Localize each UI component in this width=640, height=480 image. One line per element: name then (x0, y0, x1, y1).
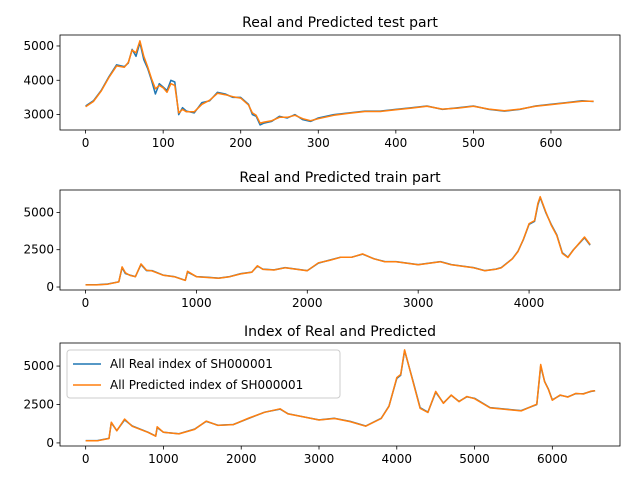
x-tick-label: 5000 (459, 452, 490, 466)
legend-label-predicted: All Predicted index of SH000001 (110, 378, 303, 392)
x-tick-label: 3000 (304, 452, 335, 466)
x-tick-label: 600 (540, 136, 563, 150)
x-tick-label: 0 (82, 452, 90, 466)
x-tick-label: 200 (229, 136, 252, 150)
x-tick-label: 2000 (226, 452, 257, 466)
y-tick-label: 3000 (23, 108, 54, 122)
x-tick-label: 1000 (181, 296, 212, 310)
x-tick-label: 500 (462, 136, 485, 150)
y-tick-label: 5000 (23, 39, 54, 53)
axes-frame (59, 342, 621, 447)
panel-train-part: Real and Predicted train part 0 1000 2000 3… (23, 170, 621, 310)
y-tick-label: 0 (46, 280, 54, 294)
x-tick-label: 3000 (403, 296, 434, 310)
y-tick-label: 0 (46, 436, 54, 450)
y-tick-label: 5000 (23, 359, 54, 373)
x-tick-label: 1000 (148, 452, 179, 466)
x-tick-label: 6000 (537, 452, 568, 466)
axes-frame (59, 189, 621, 291)
x-tick-label: 0 (82, 296, 90, 310)
series-line-predicted (85, 349, 596, 442)
x-tick-label: 4000 (514, 296, 545, 310)
x-tick-label: 4000 (382, 452, 413, 466)
x-tick-label: 2000 (292, 296, 323, 310)
x-tick-label: 300 (307, 136, 330, 150)
x-tick-label: 100 (152, 136, 175, 150)
axes-frame (59, 34, 621, 131)
panel-all-index: Index of Real and Predicted 0 1000 2000 300… (23, 324, 621, 466)
series-line-predicted (85, 40, 594, 124)
legend-box (66, 349, 341, 399)
x-tick-label: 0 (82, 136, 90, 150)
panel-test-part: Real and Predicted test part 0 100 200 300 4… (23, 15, 621, 150)
y-tick-label: 4000 (23, 73, 54, 87)
title-all-index: Index of Real and Predicted (244, 324, 436, 340)
legend-label-real: All Real index of SH000001 (110, 357, 273, 371)
y-tick-label: 2500 (23, 243, 54, 257)
legend: All Real index of SH000001 All Predicted… (66, 349, 341, 399)
y-tick-label: 2500 (23, 397, 54, 411)
series-line-predicted (85, 195, 591, 286)
x-tick-label: 400 (384, 136, 407, 150)
title-train-part: Real and Predicted train part (239, 170, 441, 186)
y-tick-label: 5000 (23, 205, 54, 219)
title-test-part: Real and Predicted test part (242, 15, 438, 31)
